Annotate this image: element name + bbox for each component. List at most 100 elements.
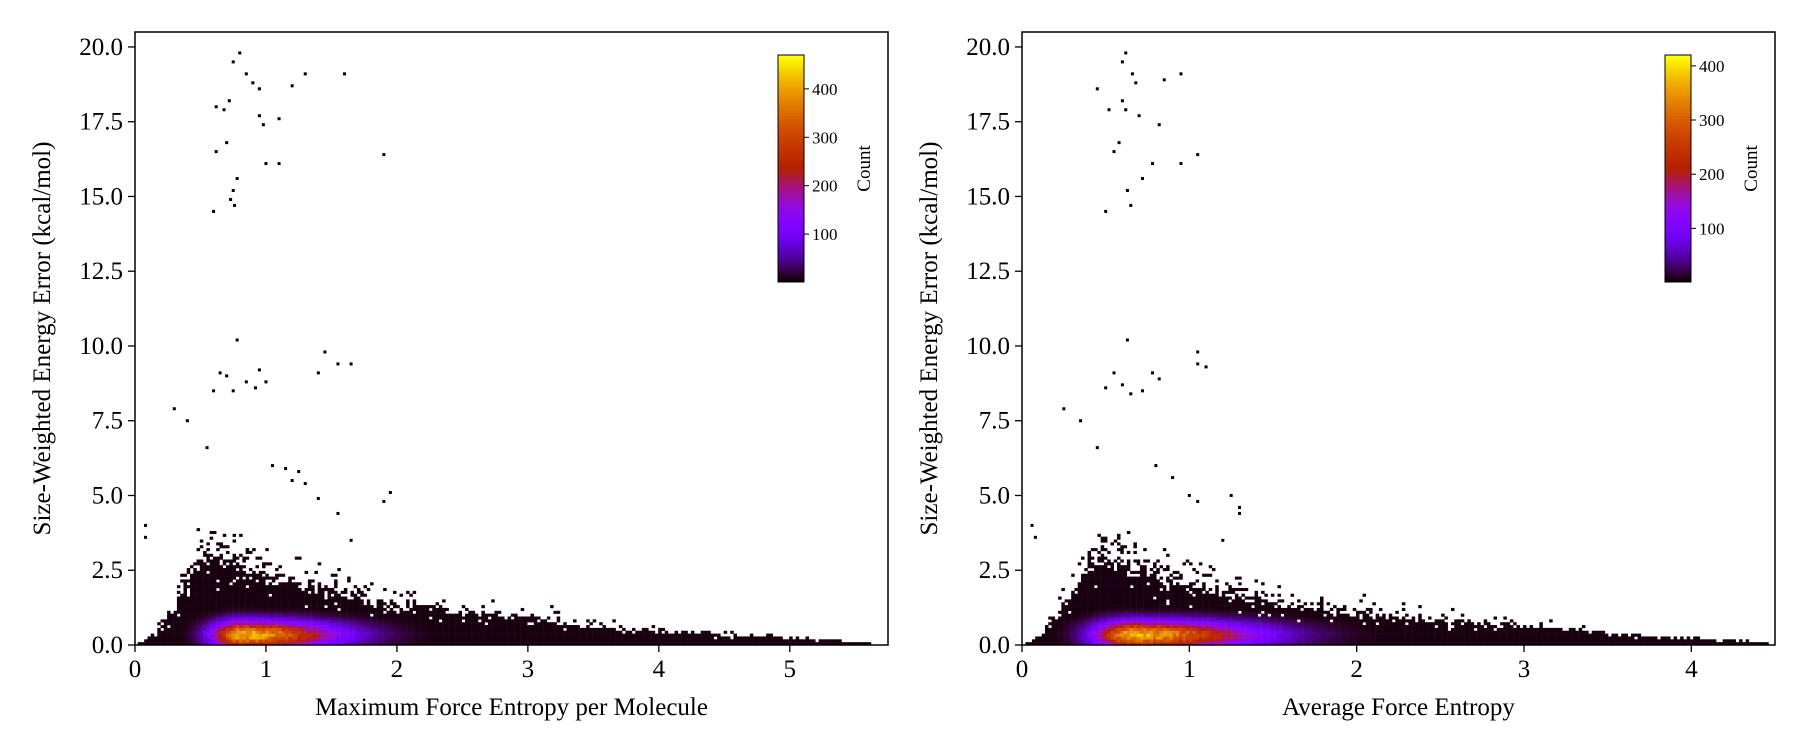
density-cell [1156, 642, 1160, 646]
density-cell [219, 542, 223, 546]
density-cell [1414, 636, 1419, 640]
density-cell [252, 582, 256, 586]
density-cell [235, 619, 240, 623]
density-cell [1159, 622, 1164, 626]
density-cell [1342, 613, 1347, 617]
density-cell [406, 622, 410, 626]
density-cell [1143, 610, 1147, 614]
density-cell [180, 642, 184, 646]
density-cell [350, 642, 354, 646]
density-cell [356, 599, 361, 603]
density-cell [337, 625, 341, 629]
density-cell [1179, 630, 1183, 634]
density-cell [206, 602, 210, 606]
density-cell [347, 576, 351, 580]
density-cell [199, 613, 204, 617]
density-cell [429, 619, 433, 623]
x-tick-label: 5 [784, 656, 797, 683]
density-cell [206, 556, 210, 560]
density-cell [625, 633, 629, 637]
density-cell [239, 596, 243, 600]
density-cell [1211, 619, 1216, 623]
density-cell [291, 607, 296, 612]
density-cell [504, 633, 508, 637]
density-cell [419, 633, 423, 637]
density-cell [1120, 565, 1124, 569]
density-cell [1117, 599, 1121, 603]
density-cell [1434, 636, 1439, 640]
density-cell [1247, 619, 1252, 623]
density-cell [451, 639, 456, 643]
density-cell [1067, 619, 1072, 623]
density-cell [1175, 622, 1180, 626]
density-cell [376, 630, 381, 634]
density-cell [533, 633, 538, 637]
density-cell [1388, 630, 1393, 634]
density-cell [1251, 625, 1255, 629]
density-cell [1234, 610, 1239, 614]
density-cell [1038, 639, 1042, 643]
density-cell [1228, 607, 1232, 612]
density-cell [1097, 568, 1101, 572]
density-cell [190, 619, 194, 623]
density-cell [1094, 602, 1098, 606]
density-cell [409, 627, 413, 631]
density-cell [1064, 622, 1069, 626]
density-cell [206, 565, 210, 569]
density-cell [1195, 579, 1200, 583]
density-cell [1110, 596, 1114, 600]
density-cell [1136, 593, 1141, 597]
density-cell [579, 633, 584, 637]
density-cell [1450, 607, 1455, 612]
density-cell [1231, 590, 1236, 594]
density-cell [612, 619, 616, 623]
density-cell [618, 625, 623, 629]
density-cell [1113, 616, 1118, 620]
colorbar-segment [778, 259, 804, 263]
density-cell [392, 627, 397, 631]
density-cell [258, 599, 263, 603]
density-cell [1035, 642, 1039, 646]
density-cell [432, 625, 436, 629]
density-cell [465, 633, 469, 637]
density-cell [1123, 579, 1128, 583]
density-cell [288, 579, 292, 583]
density-cell [1172, 570, 1177, 574]
colorbar-segment [778, 82, 804, 86]
density-cell [275, 622, 279, 626]
density-cell [1320, 633, 1324, 637]
outlier-point [244, 380, 248, 384]
density-cell [392, 642, 397, 646]
density-cell [1133, 590, 1137, 594]
density-cell [1211, 630, 1216, 634]
density-cell [1097, 636, 1101, 640]
density-cell [1231, 636, 1236, 640]
density-cell [1077, 596, 1082, 600]
density-cell [1123, 605, 1128, 609]
density-cell [258, 576, 263, 580]
density-cell [356, 602, 361, 606]
density-cell [501, 616, 505, 620]
density-cell [1169, 625, 1173, 629]
density-cell [1228, 605, 1232, 609]
density-cell [304, 630, 309, 634]
density-cell [1218, 633, 1223, 637]
density-cell [1103, 602, 1108, 606]
density-cell [232, 605, 237, 609]
density-cell [1411, 616, 1416, 620]
density-cell [599, 630, 603, 634]
density-cell [265, 602, 269, 606]
density-cell [497, 625, 502, 629]
density-cell [229, 625, 233, 629]
density-cell [1061, 625, 1065, 629]
density-cell [1159, 619, 1164, 623]
density-cell [1375, 642, 1380, 646]
density-cell [196, 579, 201, 583]
density-cell [219, 593, 223, 597]
density-cell [1454, 630, 1458, 634]
density-cell [1287, 636, 1291, 640]
density-cell [252, 636, 256, 640]
density-cell [461, 627, 466, 631]
density-cell [1356, 633, 1360, 637]
